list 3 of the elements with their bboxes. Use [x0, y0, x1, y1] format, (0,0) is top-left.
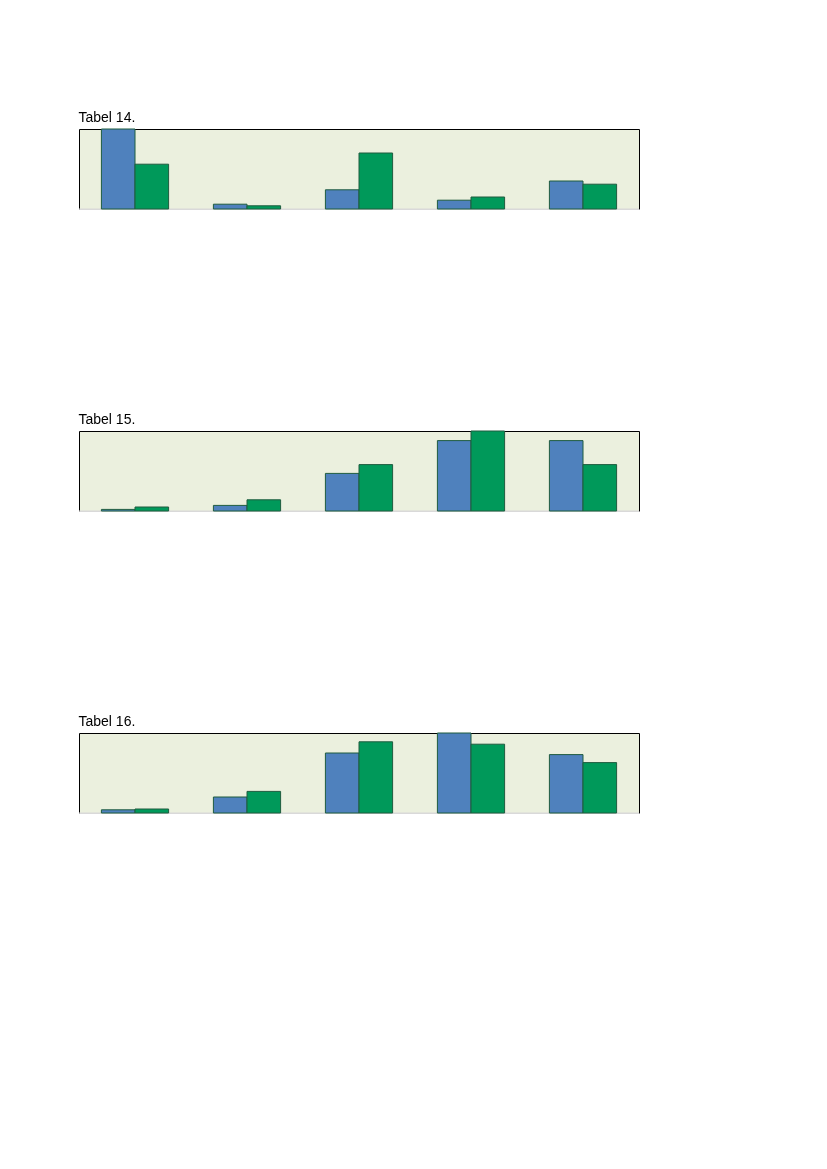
chart-title: Tabel 15.	[78, 410, 136, 427]
chart-title: Tabel 14.	[78, 108, 136, 125]
chart-title: Tabel 16.	[78, 712, 136, 729]
